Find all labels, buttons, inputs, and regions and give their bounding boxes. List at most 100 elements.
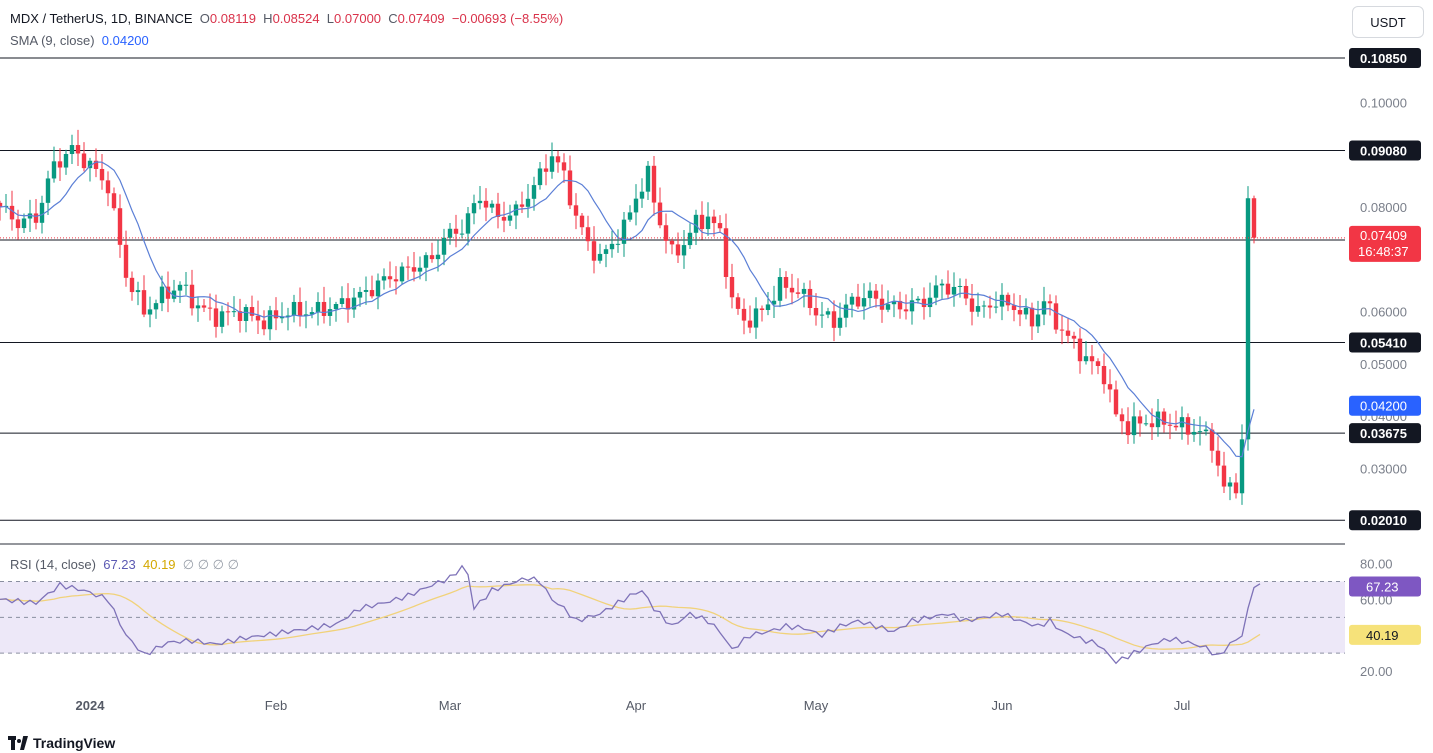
- candle-body: [279, 316, 285, 319]
- sma-legend: SMA (9, close) 0.04200: [10, 33, 149, 48]
- candle-body: [213, 308, 219, 327]
- candle-body: [603, 249, 609, 254]
- candle-body: [441, 237, 447, 255]
- candle-body: [459, 233, 465, 235]
- candle-body: [627, 212, 633, 220]
- sma-line: [0, 161, 1255, 458]
- candle-body: [879, 298, 885, 310]
- candle-body: [417, 267, 423, 272]
- time-tick-label: Apr: [626, 698, 647, 713]
- open-value: 0.08119: [209, 11, 256, 26]
- candle-body: [1149, 423, 1155, 428]
- candle-body: [471, 203, 477, 214]
- candle-body: [489, 203, 495, 208]
- candle-body: [699, 214, 705, 230]
- candle-body: [465, 213, 471, 234]
- candle-body: [1095, 361, 1101, 366]
- candle-body: [1233, 482, 1239, 494]
- candle-body: [735, 297, 741, 309]
- candle-body: [483, 200, 489, 208]
- candle-body: [711, 216, 717, 224]
- candle-body: [291, 301, 297, 316]
- candle-body: [909, 300, 915, 312]
- candle-body: [657, 202, 663, 226]
- candle-body: [129, 277, 135, 293]
- candle-body: [429, 255, 435, 260]
- candle-body: [99, 168, 105, 181]
- candle-body: [591, 241, 597, 261]
- candle-body: [1023, 307, 1029, 315]
- candle-body: [849, 296, 855, 305]
- rsi-ma-value: 40.19: [143, 557, 176, 572]
- candle-body: [411, 267, 417, 272]
- candle-body: [309, 312, 315, 315]
- candle-body: [1185, 417, 1191, 435]
- candle-body: [729, 276, 735, 298]
- candle-body: [477, 200, 483, 204]
- candle-body: [801, 288, 807, 294]
- candle-body: [267, 310, 273, 330]
- candle-body: [771, 300, 777, 305]
- time-tick-label: Jun: [992, 698, 1013, 713]
- candle-body: [1197, 431, 1203, 433]
- candle-body: [345, 298, 351, 310]
- currency-button[interactable]: USDT: [1352, 6, 1424, 38]
- candle-body: [945, 283, 951, 295]
- level-label: 0.05410: [1360, 335, 1407, 350]
- candle-body: [249, 307, 255, 316]
- candle-body: [549, 156, 555, 172]
- level-label: 0.10850: [1360, 51, 1407, 66]
- change-value: −0.00693 (−8.55%): [451, 11, 564, 26]
- candle-body: [561, 162, 567, 171]
- candle-body: [951, 286, 957, 295]
- candle-body: [507, 215, 513, 221]
- candle-body: [111, 193, 117, 209]
- candle-body: [987, 305, 993, 308]
- candle-body: [351, 297, 357, 310]
- candle-body: [1155, 411, 1161, 428]
- candle-body: [609, 243, 615, 250]
- candle-body: [873, 290, 879, 299]
- candle-body: [63, 154, 69, 168]
- candle-body: [777, 277, 783, 301]
- symbol-title: MDX / TetherUS, 1D, BINANCE: [10, 11, 193, 26]
- sma-label: SMA (9, close): [10, 33, 95, 48]
- candle-body: [531, 185, 537, 199]
- candle-body: [867, 290, 873, 299]
- candle-body: [537, 168, 543, 186]
- candle-body: [753, 308, 759, 328]
- rsi-label: RSI (14, close): [10, 557, 96, 572]
- candle-body: [639, 191, 645, 199]
- candle-body: [195, 305, 201, 309]
- candle-body: [447, 228, 453, 238]
- candle-body: [225, 311, 231, 313]
- candle-body: [705, 216, 711, 230]
- candle-body: [861, 298, 867, 307]
- candle-body: [1173, 425, 1179, 428]
- candle-body: [1125, 421, 1131, 436]
- candle-body: [159, 286, 165, 304]
- candle-body: [1161, 411, 1167, 425]
- candle-body: [1167, 424, 1173, 426]
- candle-body: [141, 290, 147, 315]
- candle-body: [369, 290, 375, 297]
- tradingview-logo-icon: [8, 736, 28, 750]
- candle-body: [1107, 384, 1113, 390]
- candle-body: [843, 304, 849, 318]
- candle-body: [207, 307, 213, 309]
- brand: TradingView: [8, 735, 115, 751]
- candle-body: [1131, 416, 1137, 436]
- candle-body: [663, 225, 669, 241]
- rsi-ma-box: [1349, 624, 1421, 645]
- candle-body: [759, 308, 765, 310]
- candle-body: [1071, 335, 1077, 339]
- level-label: 0.03675: [1360, 426, 1407, 441]
- low-value: 0.07000: [334, 11, 382, 26]
- candle-body: [327, 309, 333, 316]
- candle-body: [969, 298, 975, 312]
- rsi-null-values: ∅ ∅ ∅ ∅: [182, 557, 239, 572]
- candle-body: [519, 204, 525, 207]
- candle-body: [1227, 482, 1233, 487]
- candle-body: [75, 145, 81, 154]
